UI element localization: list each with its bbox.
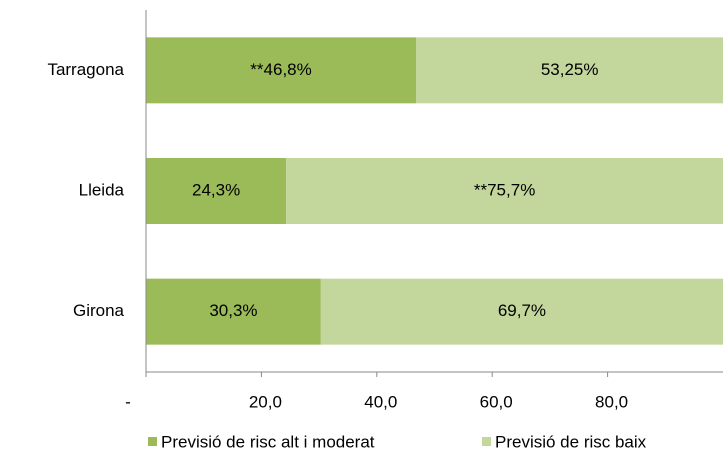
bar <box>146 158 287 224</box>
bar <box>146 37 417 104</box>
data-label: 30,3% <box>209 301 257 320</box>
bar <box>286 158 723 224</box>
data-label: 53,25% <box>541 60 599 79</box>
x-tick-label: 60,0 <box>480 392 513 411</box>
data-label: **46,8% <box>250 60 311 79</box>
y-tick-label: Girona <box>73 301 125 320</box>
y-tick-label: Tarragona <box>47 60 124 79</box>
legend-swatch <box>482 437 491 446</box>
data-label: 69,7% <box>498 301 546 320</box>
y-tick-label: Lleida <box>79 180 125 199</box>
x-tick-label: 20,0 <box>249 392 282 411</box>
x-tick-label: 40,0 <box>364 392 397 411</box>
legend-label: Previsió de risc baix <box>495 432 647 451</box>
bar <box>146 278 321 345</box>
legend-label: Previsió de risc alt i moderat <box>161 432 375 451</box>
data-label: **75,7% <box>474 180 535 199</box>
x-tick-label: 80,0 <box>595 392 628 411</box>
bar <box>416 37 723 104</box>
x-tick-label: - <box>125 392 131 411</box>
legend-swatch <box>148 437 157 446</box>
bar <box>320 278 723 345</box>
data-label: 24,3% <box>192 180 240 199</box>
